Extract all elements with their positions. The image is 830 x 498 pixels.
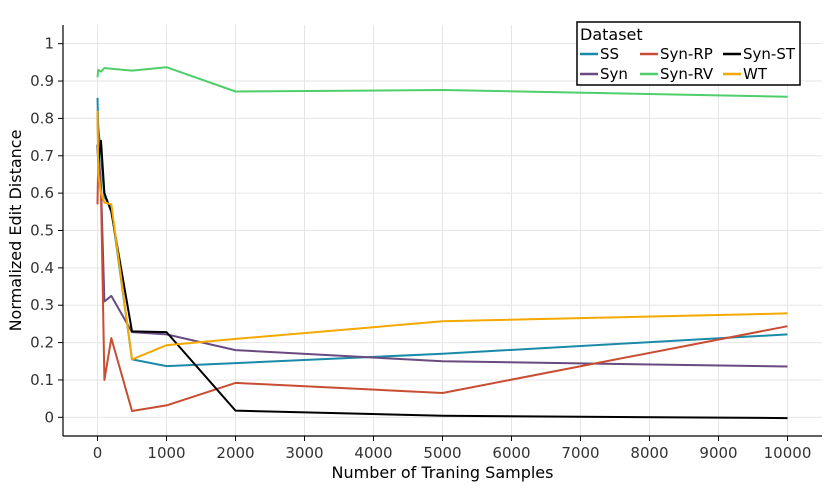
y-axis-title: Normalized Edit Distance	[6, 130, 25, 332]
x-tick-label: 9000	[699, 444, 737, 462]
legend-title: Dataset	[580, 25, 643, 44]
y-tick-label: 0.3	[30, 296, 54, 314]
x-tick-label: 7000	[561, 444, 599, 462]
axes-layer: 0 1000 2000 3000 4000 5000 6000 7000 8000 9000 100…	[30, 25, 822, 462]
x-tick-label: 0	[93, 444, 103, 462]
x-tick-label: 2000	[216, 444, 254, 462]
legend-label-wt: WT	[743, 65, 768, 83]
y-tick-label: 0.6	[30, 184, 54, 202]
series-layer	[96, 66, 788, 420]
y-tick-label: 0	[44, 408, 54, 426]
y-tick-label: 0.4	[30, 259, 54, 277]
legend-box	[576, 21, 801, 86]
legend-label-syn-rp: Syn-RP	[660, 45, 713, 63]
legend-label-syn-st: Syn-ST	[743, 45, 796, 63]
x-tick-label: 5000	[423, 444, 461, 462]
y-tick-label: 0.2	[30, 334, 54, 352]
legend: Dataset SS Syn Syn-RP Syn-RV Syn-ST WT	[576, 21, 801, 86]
x-tick-label: 4000	[354, 444, 392, 462]
legend-label-syn-rv: Syn-RV	[660, 65, 714, 83]
x-tick-label: 10000	[764, 444, 812, 462]
x-tick-label: 3000	[285, 444, 323, 462]
series-line-wt	[96, 110, 788, 361]
x-tick-label: 6000	[492, 444, 530, 462]
y-tick-label: 0.8	[30, 109, 54, 127]
y-tick-label: 0.7	[30, 147, 54, 165]
series-line-syn	[96, 110, 788, 368]
y-tick-label: 1	[44, 35, 54, 53]
y-tick-label: 0.1	[30, 371, 54, 389]
y-tick-label: 0.5	[30, 222, 54, 240]
series-line-syn-rv	[96, 66, 788, 98]
x-tick-label: 1000	[147, 444, 185, 462]
y-tick-label: 0.9	[30, 72, 54, 90]
grid-layer	[63, 25, 822, 436]
legend-label-syn: Syn	[600, 65, 628, 83]
x-tick-label: 8000	[630, 444, 668, 462]
legend-label-ss: SS	[600, 45, 619, 63]
series-line-syn-st	[96, 139, 788, 420]
x-axis-title: Number of Traning Samples	[332, 463, 554, 482]
